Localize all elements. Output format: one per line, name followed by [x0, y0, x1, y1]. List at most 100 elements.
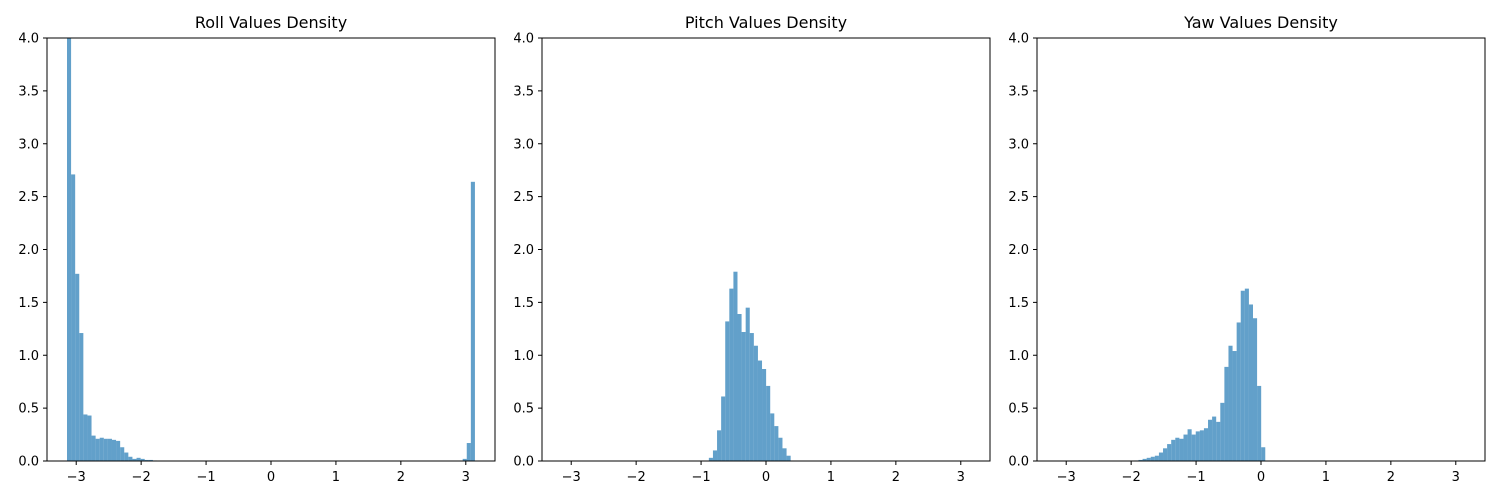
yaw-bar: [1183, 434, 1188, 461]
yaw-bar: [1158, 452, 1164, 461]
pitch-bar: [729, 288, 734, 461]
roll-bar: [470, 181, 475, 461]
pitch-y-tick-label: 4.0: [513, 32, 534, 47]
pitch-bar: [725, 321, 730, 461]
roll-bar: [71, 174, 76, 462]
roll-y-tick-label: 2.5: [18, 190, 39, 205]
yaw-bar: [1240, 290, 1245, 461]
yaw-y-tick-label: 0.0: [1008, 455, 1029, 470]
yaw-y-tick-label: 0.5: [1008, 402, 1029, 417]
roll-y-tick-label: 3.5: [18, 84, 39, 99]
pitch-bar: [770, 413, 775, 461]
yaw-bar: [1224, 366, 1229, 461]
pitch-y-tick-label: 3.5: [513, 84, 534, 99]
yaw-bar: [1199, 430, 1204, 461]
yaw-bar: [1216, 421, 1221, 461]
pitch-bar: [741, 331, 746, 461]
pitch-density-panel: Pitch Values Density −3 −2 −1 0 1 2 3 0.0 0.5 1.0…: [513, 13, 991, 485]
roll-bar: [83, 414, 88, 461]
yaw-y-tick-label: 2.0: [1008, 243, 1029, 258]
yaw-bar: [1228, 345, 1233, 461]
roll-bar: [111, 439, 117, 461]
roll-plot-frame: [46, 37, 496, 462]
pitch-y-tick-label: 1.0: [513, 349, 534, 364]
yaw-bar: [1175, 437, 1180, 461]
yaw-x-tick-label: 1: [1322, 470, 1330, 485]
yaw-bar: [1191, 434, 1196, 461]
roll-y-tick-label: 3.0: [18, 137, 39, 152]
roll-y-tick-label: 0.5: [18, 402, 39, 417]
yaw-bar: [1154, 455, 1159, 461]
yaw-x-tick-label: 0: [1257, 470, 1265, 485]
yaw-bar: [1248, 304, 1253, 461]
yaw-bar: [1257, 385, 1262, 461]
pitch-bar: [708, 457, 713, 461]
pitch-x-tick-label: 0: [762, 470, 770, 485]
pitch-bar: [766, 385, 771, 461]
pitch-x-tick-label: −2: [627, 470, 646, 485]
yaw-bar: [1244, 288, 1249, 461]
yaw-bar: [1208, 419, 1213, 461]
yaw-bar: [1146, 457, 1151, 461]
yaw-bar: [1187, 429, 1192, 461]
roll-bar: [99, 437, 104, 461]
roll-bar: [107, 438, 112, 461]
roll-density-panel: Roll Values Density −3 −2 −1 0 1 2 3 0.0 0.5 1.0 1…: [18, 13, 496, 485]
pitch-x-tick-label: −1: [691, 470, 710, 485]
roll-bar: [75, 273, 80, 461]
roll-bar: [79, 333, 84, 461]
roll-bar: [136, 457, 141, 461]
roll-bar: [91, 435, 96, 461]
roll-bar: [87, 415, 92, 461]
pitch-bar: [786, 455, 791, 461]
pitch-bar: [717, 430, 722, 461]
pitch-y-tick-label: 2.0: [513, 243, 534, 258]
yaw-bar: [1220, 402, 1225, 461]
roll-x-tick-label: 3: [462, 470, 470, 485]
yaw-density-panel: Yaw Values Density −3 −2 −1 0 1 2 3 0.0 0.5 1.0 1.…: [1008, 13, 1486, 485]
yaw-bar: [1179, 438, 1184, 461]
pitch-bar: [733, 271, 738, 461]
pitch-y-tick-label: 1.5: [513, 296, 534, 311]
yaw-bar: [1163, 448, 1168, 461]
roll-bar: [120, 447, 125, 461]
pitch-x-tick-label: 1: [827, 470, 835, 485]
yaw-y-tick-label: 1.5: [1008, 296, 1029, 311]
roll-bar: [103, 438, 108, 461]
pitch-bar: [749, 333, 754, 461]
yaw-bar: [1138, 459, 1143, 461]
pitch-bar: [762, 369, 767, 461]
pitch-bar: [753, 345, 758, 461]
yaw-bar: [1195, 431, 1200, 461]
roll-x-tick-label: −3: [67, 470, 86, 485]
roll-bar: [95, 438, 100, 461]
pitch-x-tick-label: −3: [562, 470, 581, 485]
pitch-bar: [737, 314, 742, 461]
pitch-bar: [774, 426, 779, 461]
pitch-bar: [712, 450, 718, 461]
roll-y-tick-label: 1.5: [18, 296, 39, 311]
roll-bar: [144, 459, 149, 461]
yaw-x-tick-label: −2: [1122, 470, 1141, 485]
yaw-bar: [1261, 447, 1266, 461]
yaw-bar: [1212, 416, 1217, 461]
roll-bar: [466, 443, 471, 461]
yaw-x-tick-label: 3: [1452, 470, 1460, 485]
roll-bar: [124, 452, 129, 461]
pitch-y-tick-label: 3.0: [513, 137, 534, 152]
yaw-bar: [1253, 318, 1258, 461]
yaw-y-tick-label: 2.5: [1008, 190, 1029, 205]
pitch-x-tick-label: 2: [892, 470, 900, 485]
roll-x-tick-label: −1: [196, 470, 215, 485]
pitch-bar: [745, 307, 750, 461]
roll-x-tick-label: 1: [332, 470, 340, 485]
roll-x-tick-label: −2: [132, 470, 151, 485]
pitch-y-tick-label: 2.5: [513, 190, 534, 205]
pitch-bar: [721, 396, 726, 461]
roll-bar: [116, 440, 121, 461]
roll-y-tick-label: 1.0: [18, 349, 39, 364]
roll-bar: [148, 459, 153, 461]
yaw-bar: [1236, 322, 1241, 461]
pitch-bar: [757, 360, 763, 461]
